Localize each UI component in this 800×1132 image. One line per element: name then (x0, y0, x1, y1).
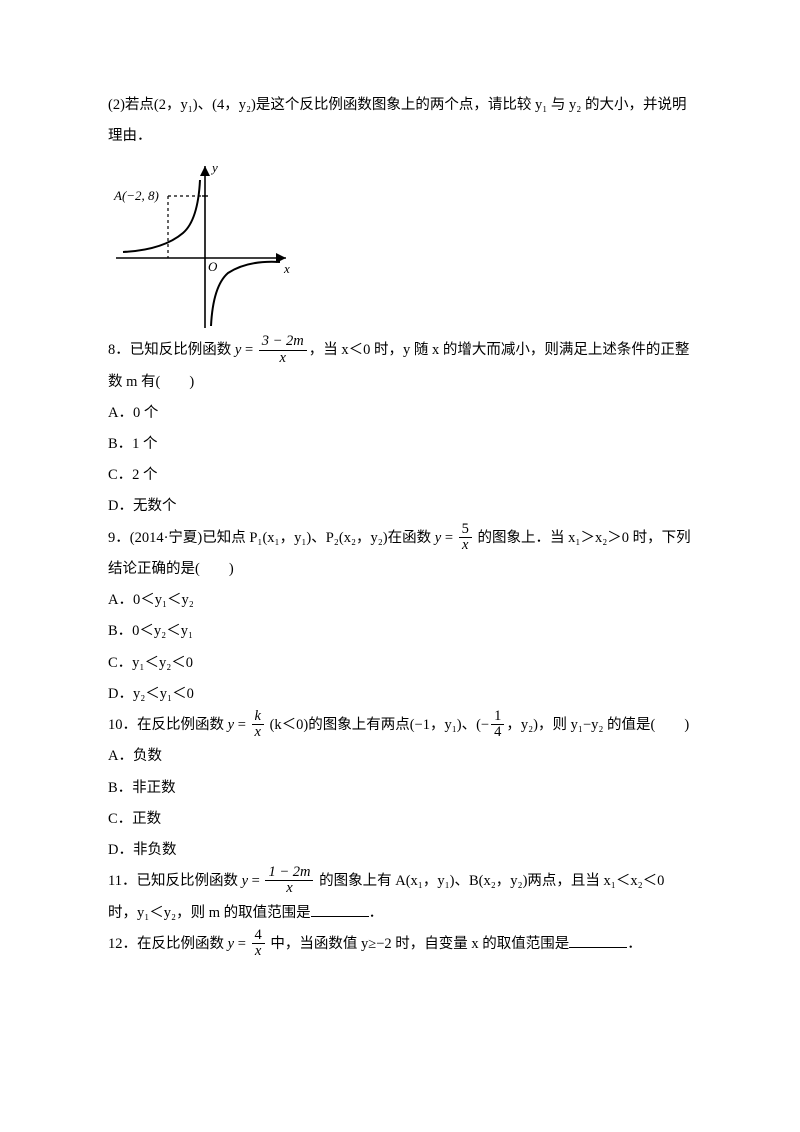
q12-num: 4 (252, 928, 265, 944)
q9-pre: 9．(2014·宁夏)已知点 P₁(x₁，y₁)、P₂(x₂，y₂)在函数 (108, 530, 435, 546)
q10-den2: 4 (491, 725, 504, 740)
q9-option-d: D．y₂＜y₁＜0 (108, 679, 692, 710)
q11-fraction: 1 − 2mx (265, 865, 313, 896)
q10-mid: (k＜0)的图象上有两点(−1，y₁)、(− (266, 717, 489, 733)
q9-option-a: A．0＜y₁＜y₂ (108, 585, 692, 616)
q10-option-d: D．非负数 (108, 835, 692, 866)
x-axis-label: x (283, 261, 290, 276)
q9-num: 5 (459, 522, 472, 538)
curve-q4 (211, 262, 280, 326)
y-eq-11: y (242, 873, 248, 889)
q11-num: 1 − 2m (265, 865, 313, 881)
q10-num2: 1 (491, 709, 504, 725)
y-eq-9: y (435, 530, 441, 546)
q9-stem: 9．(2014·宁夏)已知点 P₁(x₁，y₁)、P₂(x₂，y₂)在函数 y … (108, 523, 692, 586)
q10-stem: 10．在反比例函数 y = kx (k＜0)的图象上有两点(−1，y₁)、(−1… (108, 710, 692, 741)
q8-fraction: 3 − 2mx (259, 334, 307, 365)
q10-post: ，y₂)，则 y₁−y₂ 的值是( ) (506, 717, 689, 733)
q11-pre: 11．已知反比例函数 (108, 873, 242, 889)
q11-stem: 11．已知反比例函数 y = 1 − 2mx 的图象上有 A(x₁，y₁)、B(… (108, 866, 692, 929)
q7-figure: O x y A(−2, 8) (108, 158, 298, 333)
q8-den: x (259, 351, 307, 366)
q8-option-c: C．2 个 (108, 460, 692, 491)
q9-option-b: B．0＜y₂＜y₁ (108, 616, 692, 647)
q10-option-c: C．正数 (108, 804, 692, 835)
q8-option-b: B．1 个 (108, 429, 692, 460)
q8-option-a: A．0 个 (108, 398, 692, 429)
q11-den: x (265, 881, 313, 896)
q12-stem: 12．在反比例函数 y = 4x 中，当函数值 y≥−2 时，自变量 x 的取值… (108, 929, 692, 960)
q12-den: x (252, 944, 265, 959)
q10-num: k (252, 709, 264, 725)
y-eq-12: y (228, 936, 234, 952)
q10-option-b: B．非正数 (108, 773, 692, 804)
origin-label: O (208, 259, 218, 274)
q9-option-c: C．y₁＜y₂＜0 (108, 648, 692, 679)
q12-blank (569, 934, 627, 948)
y-eq-8: y (235, 342, 241, 358)
q12-fraction: 4x (252, 928, 265, 959)
point-a-label: A(−2, 8) (113, 188, 159, 203)
q12-pre: 12．在反比例函数 (108, 936, 228, 952)
q8-option-d: D．无数个 (108, 491, 692, 522)
q8-num: 3 − 2m (259, 334, 307, 350)
q12-post: 中，当函数值 y≥−2 时，自变量 x 的取值范围是 (267, 936, 570, 952)
q8-stem: 8．已知反比例函数 y = 3 − 2mx，当 x＜0 时，y 随 x 的增大而… (108, 335, 692, 398)
q10-pre: 10．在反比例函数 (108, 717, 228, 733)
q9-fraction: 5x (459, 522, 472, 553)
q12-end: ． (627, 936, 642, 952)
y-arrow (200, 166, 210, 176)
q10-fraction: kx (252, 709, 264, 740)
q7-part2-text: (2)若点(2，y₁)、(4，y₂)是这个反比例函数图象上的两个点，请比较 y₁… (108, 90, 692, 152)
page: (2)若点(2，y₁)、(4，y₂)是这个反比例函数图象上的两个点，请比较 y₁… (0, 0, 800, 1132)
q8-pre: 8．已知反比例函数 (108, 342, 235, 358)
q10-fraction-2: 14 (491, 709, 504, 740)
y-eq-10: y (228, 717, 234, 733)
q10-option-a: A．负数 (108, 741, 692, 772)
q10-den: x (252, 725, 264, 740)
q9-den: x (459, 538, 472, 553)
q11-end: ． (369, 905, 384, 921)
q11-blank (311, 902, 369, 916)
y-axis-label: y (210, 160, 218, 175)
